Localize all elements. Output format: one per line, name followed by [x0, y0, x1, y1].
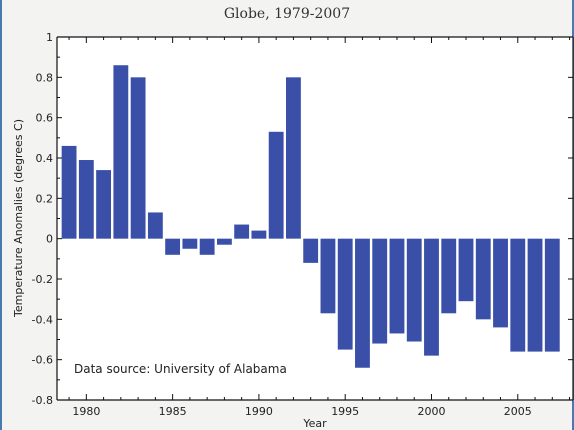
bar-2006	[527, 238, 543, 352]
y-tick-label: 1	[46, 31, 53, 44]
bar-2004	[493, 238, 508, 328]
y-tick-label: 0.8	[36, 71, 54, 84]
y-tick-label: 0.6	[36, 112, 54, 125]
bar-1996	[355, 238, 370, 368]
x-tick-label: 1990	[245, 405, 273, 418]
bar-2000	[424, 238, 439, 356]
bar-2007	[544, 238, 560, 352]
x-axis-label: Year	[302, 417, 327, 430]
bar-1980	[78, 160, 94, 239]
y-tick-label: -0.6	[32, 354, 53, 367]
bar-1995	[337, 238, 353, 350]
bar-1998	[389, 238, 405, 334]
bar-1979	[61, 145, 77, 239]
bar-1999	[406, 238, 422, 342]
bar-1983	[130, 77, 146, 239]
x-tick-label: 2005	[504, 405, 532, 418]
y-tick-label: 0.4	[36, 152, 54, 165]
bar-2002	[458, 238, 474, 302]
bar-2005	[510, 238, 526, 352]
y-tick-label: 0	[46, 233, 53, 246]
x-tick-label: 1985	[159, 405, 187, 418]
data-source-annotation: Data source: University of Alabama	[74, 362, 287, 376]
chart-title: Globe, 1979-2007	[223, 6, 351, 22]
bar-1984	[147, 212, 163, 239]
x-tick-label: 1995	[331, 405, 359, 418]
bar-1986	[182, 238, 198, 249]
y-tick-label: -0.8	[32, 394, 53, 407]
x-tick-label: 2000	[417, 405, 445, 418]
bar-1982	[113, 65, 129, 239]
y-axis-label: Temperature Anomalies (degrees C)	[12, 119, 25, 318]
bar-1990	[251, 230, 267, 239]
x-tick-label: 1980	[72, 405, 100, 418]
y-tick-label: 0.2	[36, 192, 54, 205]
y-tick-label: -0.4	[32, 313, 53, 326]
bar-1993	[303, 238, 319, 263]
bar-1985	[165, 238, 181, 255]
bar-2001	[441, 238, 457, 314]
bar-1987	[199, 238, 215, 255]
bar-1991	[268, 131, 284, 239]
bar-1997	[372, 238, 388, 344]
bar-2003	[475, 238, 491, 320]
bar-1989	[234, 224, 250, 239]
bar-1981	[96, 170, 112, 239]
bar-1988	[216, 238, 232, 245]
bar-1992	[286, 77, 301, 239]
bar-1994	[320, 238, 336, 314]
y-tick-label: -0.2	[32, 273, 53, 286]
